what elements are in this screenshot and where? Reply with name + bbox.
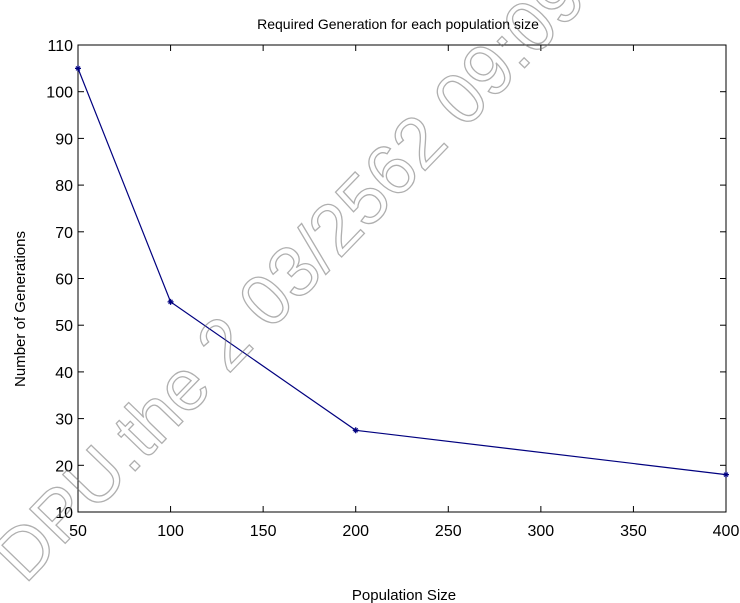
x-tick-label: 200 xyxy=(342,523,369,540)
y-tick-label: 20 xyxy=(55,458,73,475)
y-tick-label: 90 xyxy=(55,131,73,148)
data-point xyxy=(167,298,174,305)
y-tick-label: 40 xyxy=(55,365,73,382)
y-tick-label: 110 xyxy=(47,38,73,55)
data-series xyxy=(75,65,729,478)
data-point xyxy=(75,65,81,72)
x-tick-label: 400 xyxy=(713,523,740,540)
y-tick-label: 70 xyxy=(55,225,73,242)
chart-title: Required Generation for each population … xyxy=(257,16,539,32)
y-tick-label: 100 xyxy=(46,85,73,102)
y-tick-label: 60 xyxy=(55,272,73,289)
x-axis-title: Population Size xyxy=(352,587,456,603)
y-tick-label: 50 xyxy=(55,318,73,335)
axis-ticks xyxy=(77,44,727,513)
y-tick-label: 30 xyxy=(55,412,73,429)
x-tick-label: 250 xyxy=(435,523,462,540)
y-tick-label: 10 xyxy=(55,505,73,522)
series-line xyxy=(77,68,727,476)
x-tick-label: 150 xyxy=(250,523,277,540)
y-axis-title: Number of Generations xyxy=(12,231,29,387)
y-tick-label: 80 xyxy=(55,178,73,195)
x-tick-label: 50 xyxy=(69,523,87,540)
tick-labels: 50 100 150 200 250 300 350 400 10 20 30 40 50 60 70 80 9… xyxy=(46,38,739,540)
x-tick-label: 100 xyxy=(157,523,184,540)
data-point xyxy=(352,427,359,434)
x-tick-label: 300 xyxy=(528,523,555,540)
data-point xyxy=(723,471,729,478)
x-tick-label: 350 xyxy=(620,523,647,540)
